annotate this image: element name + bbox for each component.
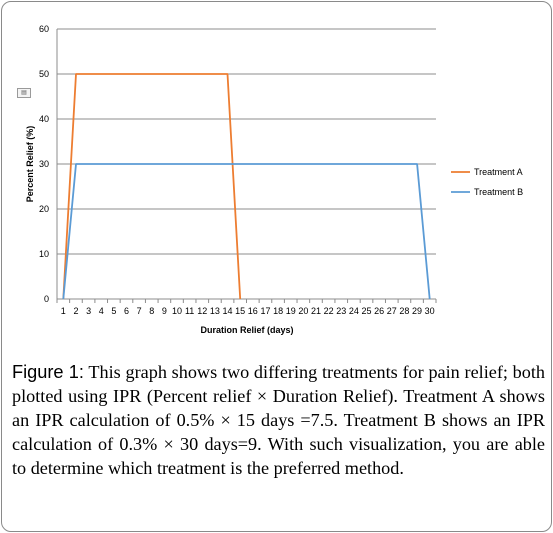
x-tick-label: 17 — [260, 306, 270, 316]
x-tick-label: 25 — [362, 306, 372, 316]
x-tick-label: 3 — [86, 306, 91, 316]
x-tick-label: 13 — [210, 306, 220, 316]
x-tick-label: 27 — [387, 306, 397, 316]
x-tick-label: 8 — [149, 306, 154, 316]
caption-text: This graph shows two differing treatment… — [12, 362, 546, 478]
x-tick-label: 21 — [311, 306, 321, 316]
x-tick-label: 22 — [324, 306, 334, 316]
y-tick-label: 10 — [39, 249, 49, 259]
y-tick-label: 0 — [44, 294, 49, 304]
x-tick-label: 4 — [99, 306, 104, 316]
x-tick-label: 16 — [248, 306, 258, 316]
x-tick-label: 12 — [197, 306, 207, 316]
caption-label: Figure 1: — [12, 362, 84, 382]
legend-label: Treatment A — [474, 167, 523, 177]
x-tick-label: 7 — [137, 306, 142, 316]
x-tick-label: 30 — [425, 306, 435, 316]
y-tick-label: 50 — [39, 69, 49, 79]
x-tick-label: 18 — [273, 306, 283, 316]
x-axis-title: Duration Relief (days) — [200, 325, 293, 335]
x-tick-label: 29 — [412, 306, 422, 316]
axes — [56, 29, 437, 303]
x-tick-label: 14 — [223, 306, 233, 316]
chart-handle-icon: ▤ — [17, 88, 31, 98]
y-tick-label: 40 — [39, 114, 49, 124]
y-tick-label: 20 — [39, 204, 49, 214]
x-tick-label: 5 — [111, 306, 116, 316]
x-tick-label: 28 — [399, 306, 409, 316]
x-tick-label: 19 — [286, 306, 296, 316]
series-line-treatment-a — [62, 73, 242, 300]
y-tick-label: 60 — [39, 24, 49, 34]
grid-lines — [57, 28, 436, 255]
x-tick-label: 10 — [172, 306, 182, 316]
x-tick-label: 9 — [162, 306, 167, 316]
x-tick-label: 1 — [61, 306, 66, 316]
series-line-treatment-b — [62, 163, 431, 300]
x-tick-label: 20 — [298, 306, 308, 316]
legend: Treatment A Treatment B — [451, 167, 523, 197]
x-tick-label: 11 — [185, 306, 194, 316]
x-tick-label: 6 — [124, 306, 129, 316]
x-tick-label: 24 — [349, 306, 359, 316]
x-tick-label: 23 — [336, 306, 346, 316]
line-chart: 0 10 20 30 40 50 60 1 2 3 4 5 6 7 8 9 10 11 12 13 14 15 16 17 18… — [25, 24, 523, 335]
x-tick-label: 26 — [374, 306, 384, 316]
series-lines — [62, 73, 431, 300]
y-tick-label: 30 — [39, 159, 49, 169]
figure-caption: Figure 1: This graph shows two differing… — [12, 360, 545, 480]
x-tick-label: 2 — [73, 306, 78, 316]
legend-label: Treatment B — [474, 187, 523, 197]
x-tick-label: 15 — [235, 306, 245, 316]
y-axis-title: Percent Relief (%) — [25, 126, 35, 203]
